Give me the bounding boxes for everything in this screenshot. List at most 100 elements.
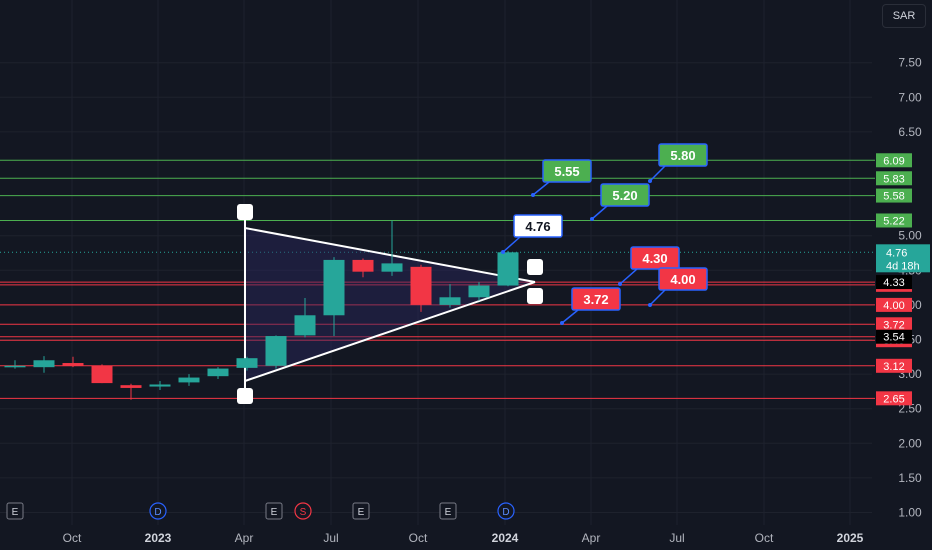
svg-text:5.20: 5.20 [612, 188, 637, 203]
svg-text:3.72: 3.72 [883, 319, 904, 331]
svg-text:5.80: 5.80 [670, 148, 695, 163]
candle-body [352, 259, 374, 272]
y-tick-label: 5.00 [898, 229, 922, 243]
bull-target-callout[interactable]: 5.55 [531, 159, 592, 197]
handle-bottom-left[interactable] [237, 388, 253, 404]
currency-button[interactable]: SAR [882, 4, 926, 28]
candle-body [468, 285, 490, 298]
candle[interactable] [178, 374, 200, 386]
candle-body [381, 263, 403, 272]
resistance-price-tag: 5.22 [876, 213, 912, 228]
candle-body [439, 297, 461, 305]
candle[interactable] [62, 356, 84, 368]
svg-text:3.72: 3.72 [583, 292, 608, 307]
x-tick-label: Oct [409, 531, 428, 545]
handle-right-bottom[interactable] [527, 288, 543, 304]
candle[interactable] [381, 220, 403, 276]
grid [0, 0, 872, 525]
y-tick-label: 1.50 [898, 471, 922, 485]
y-tick-label: 7.00 [898, 90, 922, 104]
svg-text:2.65: 2.65 [883, 393, 904, 405]
triangle-lower-line[interactable] [244, 281, 536, 382]
candle[interactable] [294, 297, 316, 338]
earnings-event-marker[interactable]: E [439, 502, 457, 520]
handle-right-top[interactable] [527, 259, 543, 275]
level-price-tag: 4.33 [876, 275, 912, 290]
x-tick-label: Apr [582, 531, 601, 545]
svg-text:6.09: 6.09 [883, 155, 904, 167]
candle[interactable] [4, 360, 26, 369]
price-axis-tags: 5.225.585.836.092.653.123.493.724.004.29… [876, 153, 930, 406]
x-tick-label: 2024 [492, 531, 519, 545]
svg-text:5.55: 5.55 [554, 164, 579, 179]
svg-text:5.83: 5.83 [883, 173, 904, 185]
bear-target-callout[interactable]: 4.30 [618, 246, 680, 286]
svg-text:3.12: 3.12 [883, 361, 904, 373]
candle-body [62, 363, 84, 366]
candle[interactable] [149, 381, 171, 391]
candle[interactable] [323, 257, 345, 337]
dividend-event-marker[interactable]: D [149, 502, 167, 520]
candle[interactable] [207, 367, 229, 379]
candle-body [236, 358, 258, 368]
svg-text:4.76: 4.76 [886, 247, 907, 259]
svg-text:4.30: 4.30 [642, 251, 667, 266]
candle[interactable] [439, 284, 461, 308]
candle[interactable] [352, 258, 374, 278]
level-price-tag: 3.54 [876, 329, 912, 344]
horizontal-levels [0, 159, 875, 399]
candle-body [33, 360, 55, 368]
x-tick-label: Oct [755, 531, 774, 545]
bull-target-callout[interactable]: 5.80 [648, 143, 708, 183]
candles [4, 220, 519, 400]
dividend-event-marker[interactable]: D [497, 502, 515, 520]
svg-text:4.33: 4.33 [883, 277, 904, 289]
svg-text:4.00: 4.00 [883, 300, 904, 312]
split-event-marker[interactable]: S [294, 502, 312, 520]
candle-body [265, 336, 287, 366]
candle[interactable] [468, 282, 490, 301]
svg-text:5.58: 5.58 [883, 191, 904, 203]
target-callouts[interactable]: 5.55 5.20 5.80 4.76 4.304.00 3.72 [501, 143, 708, 325]
earnings-event-marker[interactable]: E [352, 502, 370, 520]
svg-text:S: S [300, 507, 307, 518]
y-tick-label: 1.00 [898, 506, 922, 520]
bear-target-callout[interactable]: 3.72 [560, 287, 621, 325]
earnings-event-marker[interactable]: E [6, 502, 24, 520]
time-axis[interactable]: Oct 2023 Apr Jul Oct 2024 Apr Jul Oct 2025 [63, 531, 864, 545]
candle-body [323, 259, 345, 316]
candle[interactable] [120, 383, 142, 400]
candle-body [294, 315, 316, 336]
candle-body [120, 385, 142, 388]
triangle-upper-line[interactable] [244, 227, 536, 283]
svg-text:4.76: 4.76 [525, 219, 550, 234]
candle[interactable] [265, 335, 287, 369]
candle-body [4, 365, 26, 368]
y-tick-label: 2.00 [898, 436, 922, 450]
current-price-callout[interactable]: 4.76 [501, 214, 563, 254]
svg-text:E: E [12, 507, 19, 518]
candle[interactable] [236, 356, 258, 371]
candle[interactable] [497, 250, 519, 287]
candle[interactable] [33, 356, 55, 373]
resistance-price-tag: 6.09 [876, 153, 912, 168]
bear-target-callout[interactable]: 4.00 [648, 267, 708, 307]
candle[interactable] [410, 264, 432, 312]
svg-text:E: E [271, 507, 278, 518]
handle-top-left[interactable] [237, 204, 253, 220]
svg-text:E: E [445, 507, 452, 518]
drawing-handles[interactable] [237, 204, 543, 404]
support-price-tag: 3.12 [876, 358, 912, 373]
svg-text:D: D [502, 507, 509, 518]
earnings-event-marker[interactable]: E [265, 502, 283, 520]
support-price-tag: 3.72 [876, 317, 912, 332]
candle[interactable] [91, 364, 113, 384]
svg-text:D: D [154, 507, 161, 518]
candle-body [91, 365, 113, 384]
y-tick-label: 6.50 [898, 125, 922, 139]
candle-body [410, 266, 432, 305]
bull-target-callout[interactable]: 5.20 [590, 183, 650, 221]
